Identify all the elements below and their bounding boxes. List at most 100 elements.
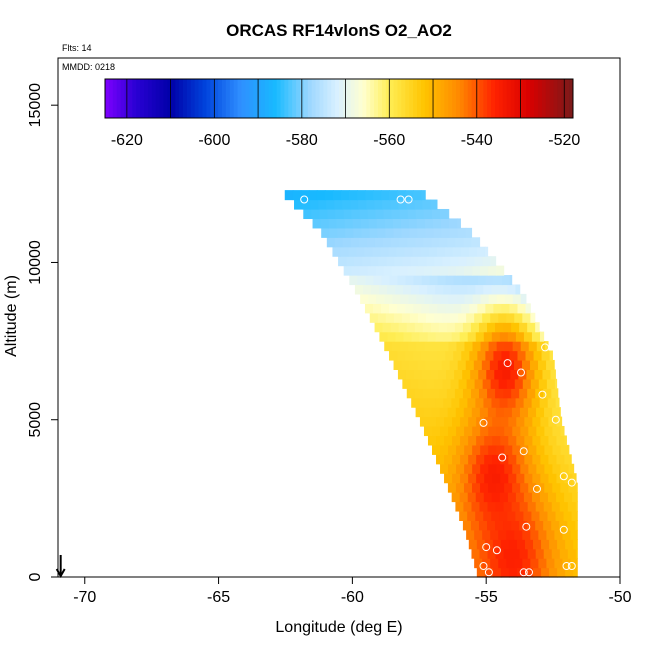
colorbar-segment [487,79,492,118]
heat-cell [439,237,448,248]
colorbar-segment [378,79,383,118]
heat-cell [476,435,485,446]
heat-cell [568,444,570,455]
heat-cell [411,397,420,408]
heat-cell [393,312,403,323]
heat-cell [511,388,520,399]
heat-cell [556,435,566,446]
flights-label: Flts: 14 [62,43,92,53]
heat-cell [318,199,327,210]
heat-cell [472,426,481,437]
heat-cell [540,454,550,465]
colorbar-segment [401,79,406,118]
heat-cell [459,492,469,503]
heat-cell [527,501,537,512]
y-tick-label: 5000 [27,402,44,438]
colorbar-segment [346,79,352,118]
heat-cell [562,529,572,540]
heat-cell [480,341,490,352]
colorbar-segment [225,79,231,118]
heat-cell [394,256,403,267]
heat-cell [576,482,578,493]
colorbar-segment [569,79,574,118]
heat-cell [377,227,387,238]
heat-cell [573,539,578,550]
heat-cell [471,548,481,559]
heat-cell [444,246,454,257]
heat-cell [392,293,401,304]
colorbar-segment [202,79,207,118]
heat-cell [575,501,578,512]
heat-cell [454,369,463,380]
heat-cell [376,218,386,229]
heat-cell [409,312,419,323]
heat-cell [401,312,411,323]
heat-cell [324,190,334,201]
colorbar-segment [471,79,476,118]
heat-cell [508,416,517,427]
heat-cell [495,501,505,512]
heat-cell [511,407,521,418]
heat-cell [334,199,343,210]
heat-cell [500,435,509,446]
heat-cell [493,303,503,314]
heat-cell [461,275,471,286]
colorbar-segment [374,79,379,118]
heat-cell [429,303,438,314]
heat-cell [474,558,483,569]
heat-cell [533,539,542,550]
heat-cell [397,303,406,314]
heat-cell [466,529,475,540]
heat-cell [328,218,338,229]
heat-cell [343,208,353,220]
heat-cell [490,256,497,267]
heat-cell [484,435,493,446]
heat-cell [509,275,513,286]
colorbar-segment [409,79,414,118]
colorbar-segment [167,79,172,118]
heat-cell [464,341,474,352]
heat-cell [373,190,382,201]
heat-cell [310,199,319,210]
heat-cell [415,265,425,276]
heat-cell [326,237,336,248]
colorbar-segment [155,79,161,118]
heat-cell [477,303,486,314]
heat-cell [567,520,576,531]
colorbar-segment [530,79,535,118]
heat-cell [321,227,330,238]
heat-cell [450,256,460,267]
heat-cell [436,246,446,257]
heat-cell [464,265,473,276]
heat-cell [360,293,369,304]
heat-cell [510,369,519,380]
heat-cell [552,407,561,418]
heat-cell [532,454,541,465]
heat-cell [311,208,320,220]
heat-cell [568,463,575,474]
heat-cell [440,463,449,474]
heat-cell [463,482,473,493]
heat-cell [409,359,419,370]
heat-cell [445,350,454,361]
heat-cell [440,341,450,352]
heat-cell [564,473,574,484]
heat-cell [506,312,515,323]
heat-cell [359,208,369,220]
heat-cell [426,256,436,267]
heat-cell [544,341,549,352]
heatmap-field [284,190,578,578]
heat-cell [480,293,490,304]
heat-cell [471,388,480,399]
heat-cell [416,218,426,229]
heat-cell [455,407,465,418]
heat-cell [336,218,346,229]
heat-cell [418,378,428,389]
heat-cell [332,246,342,257]
heat-cell [348,190,358,201]
heat-cell [471,501,481,512]
y-tick-label: 15000 [27,83,44,128]
heat-cell [544,482,553,493]
heat-cell [414,388,424,399]
